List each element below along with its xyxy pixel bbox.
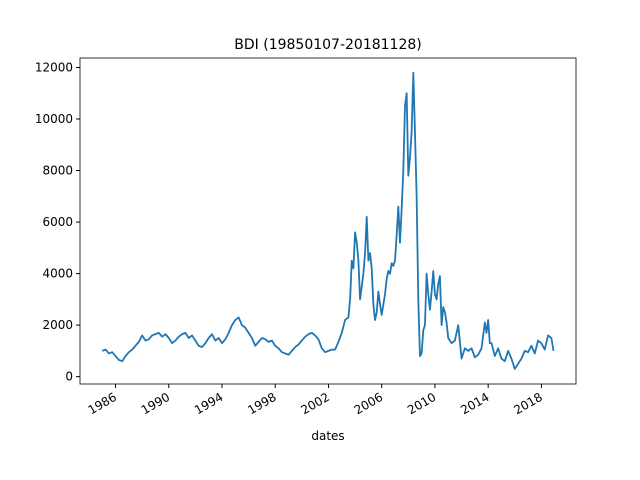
y-tick-label: 6000	[42, 215, 73, 229]
x-tick-label: 1994	[192, 390, 225, 417]
y-tick-label: 10000	[35, 112, 73, 126]
chart-title: BDI (19850107-20181128)	[234, 37, 421, 53]
x-tick-label: 2002	[299, 390, 332, 417]
y-tick-label: 0	[65, 370, 73, 384]
line	[101, 71, 555, 370]
y-tick-label: 8000	[42, 164, 73, 178]
x-axis-label: dates	[311, 429, 344, 443]
x-tick-label: 2014	[458, 390, 491, 417]
y-tick-label: 12000	[35, 60, 73, 74]
y-tick-label: 4000	[42, 267, 73, 281]
x-tick-label: 1998	[245, 390, 278, 417]
x-tick-label: 2010	[405, 390, 438, 417]
x-tick-label: 1986	[86, 390, 119, 417]
x-tick-label: 2006	[352, 390, 385, 417]
x-tick-label: 1990	[139, 390, 172, 417]
plot-frame	[79, 57, 577, 385]
x-tick-label: 2018	[511, 390, 544, 417]
y-tick-label: 2000	[42, 318, 73, 332]
